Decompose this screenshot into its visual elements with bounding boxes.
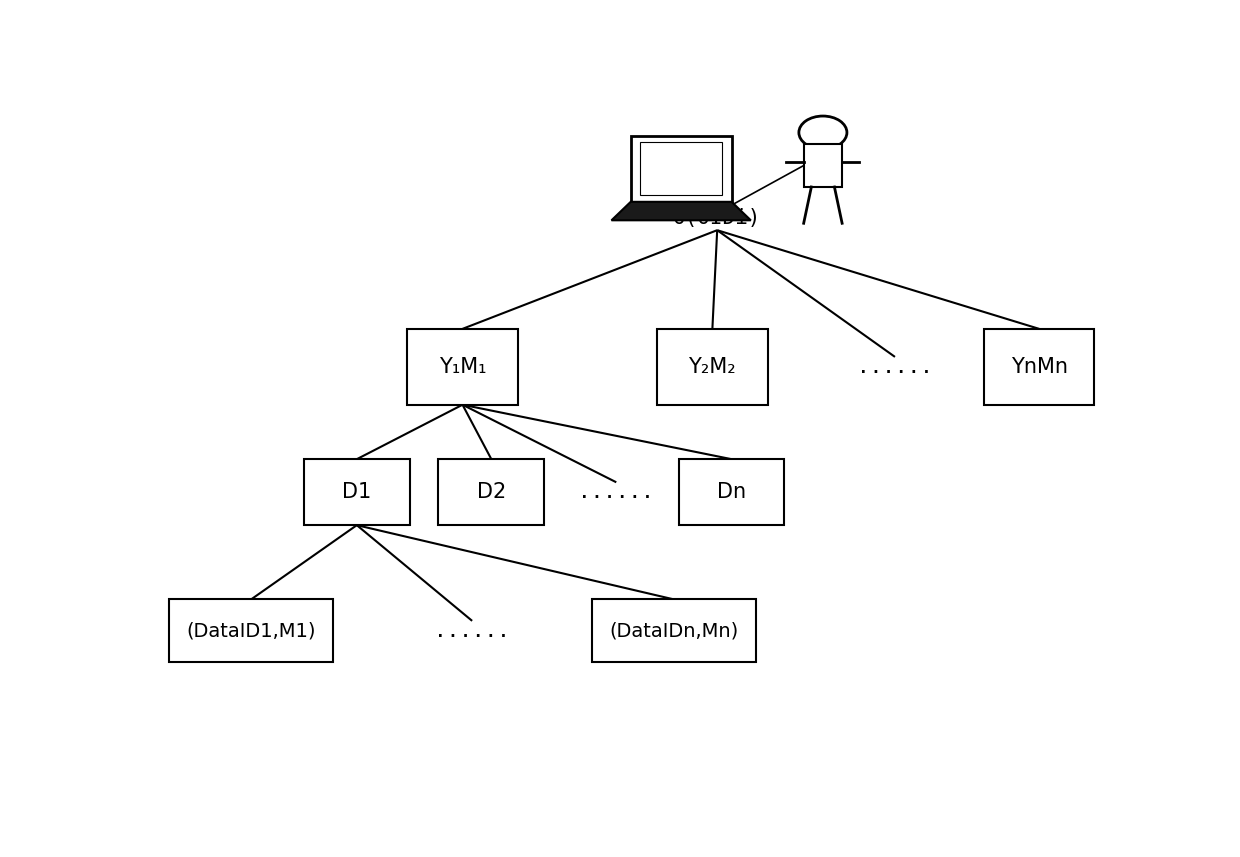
Text: O(OIDi): O(OIDi) [673, 208, 761, 228]
Text: (DataID1,M1): (DataID1,M1) [186, 621, 316, 640]
Text: Y₁M₁: Y₁M₁ [439, 357, 486, 377]
Text: Dn: Dn [717, 482, 746, 502]
Polygon shape [611, 202, 751, 220]
Text: YnMn: YnMn [1011, 357, 1068, 377]
FancyBboxPatch shape [983, 329, 1095, 405]
Text: Y₂M₂: Y₂M₂ [688, 357, 737, 377]
Text: D1: D1 [342, 482, 372, 502]
FancyBboxPatch shape [640, 142, 722, 195]
FancyBboxPatch shape [304, 459, 409, 525]
Text: (DataIDn,Mn): (DataIDn,Mn) [609, 621, 739, 640]
Text: ......: ...... [578, 482, 655, 502]
FancyBboxPatch shape [407, 329, 518, 405]
FancyBboxPatch shape [657, 329, 768, 405]
Text: ......: ...... [434, 620, 510, 641]
FancyBboxPatch shape [804, 144, 842, 187]
FancyBboxPatch shape [631, 136, 732, 202]
FancyBboxPatch shape [678, 459, 785, 525]
Text: D2: D2 [476, 482, 506, 502]
FancyBboxPatch shape [439, 459, 544, 525]
FancyBboxPatch shape [170, 599, 332, 662]
FancyBboxPatch shape [593, 599, 755, 662]
Text: ......: ...... [857, 357, 932, 377]
